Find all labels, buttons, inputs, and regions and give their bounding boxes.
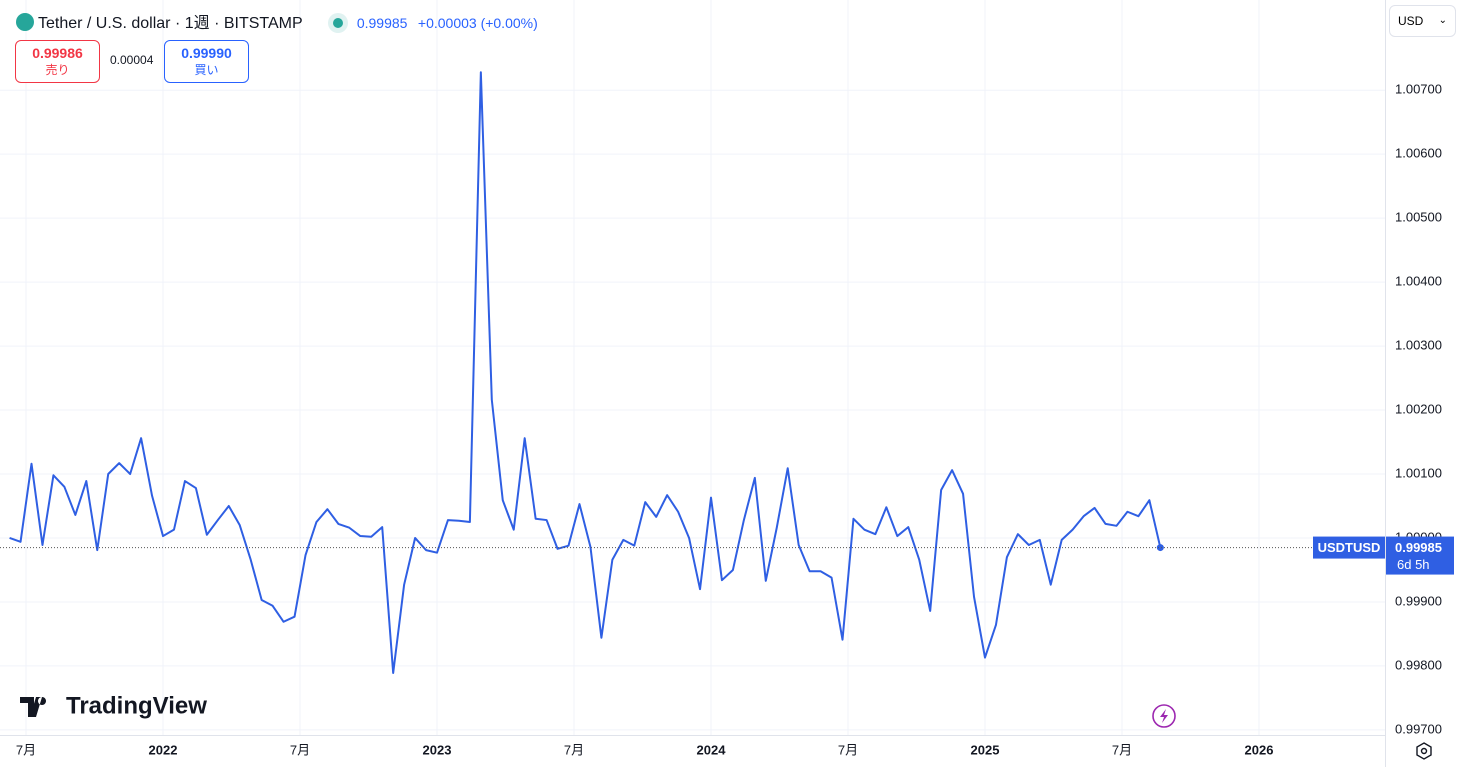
y-tick-label: 0.99700: [1395, 721, 1442, 736]
spread: 0.00004: [110, 53, 154, 67]
sell-label: 売り: [45, 63, 70, 77]
symbol-tag: [1313, 536, 1385, 559]
status-dot: [332, 18, 343, 28]
buy-price: 0.99990: [181, 45, 232, 61]
y-tick-label: 0.99900: [1395, 593, 1442, 608]
y-tick-label: 1.00300: [1395, 338, 1442, 353]
x-tick-label: 7月: [564, 742, 584, 757]
y-tick-label: 0.99800: [1395, 657, 1442, 672]
lightning-icon[interactable]: [1152, 704, 1176, 728]
x-tick-label: 2025: [971, 742, 1000, 757]
price-tag: [1386, 536, 1454, 575]
last-price: 0.99985: [356, 15, 408, 31]
sell-button[interactable]: 0.99986 売り: [15, 40, 100, 83]
y-tick-label: 1.00400: [1395, 274, 1442, 289]
y-tick-label: 1.00700: [1395, 82, 1442, 97]
currency-select[interactable]: USD ⌄: [1389, 5, 1456, 37]
countdown-text: 6d 5h: [1397, 557, 1430, 572]
symbol-title: Tether / U.S. dollar · 1週 · BITSTAMP: [38, 15, 303, 32]
grid: [0, 0, 1385, 735]
settings-icon[interactable]: [1416, 742, 1432, 760]
y-tick-label: 1.00600: [1395, 146, 1442, 161]
y-tick-label: 1.00500: [1395, 210, 1442, 225]
axes: 0.997000.998000.999001.000001.001001.002…: [16, 82, 1454, 757]
x-tick-label: 7月: [290, 742, 310, 757]
x-tick-label: 7月: [838, 742, 858, 757]
symbol-icon: [16, 13, 34, 31]
symbol-tag-text: USDTUSD: [1318, 540, 1381, 555]
sell-price: 0.99986: [32, 45, 83, 61]
logo-text: TradingView: [66, 692, 207, 719]
price-tag-text: 0.99985: [1395, 540, 1442, 555]
symbol-header: Tether / U.S. dollar · 1週 · BITSTAMP 0.9…: [16, 9, 538, 33]
last-point: [1156, 544, 1164, 552]
x-tick-label: 2022: [149, 742, 178, 757]
price-line: [9, 71, 1162, 674]
logo: TradingView: [20, 692, 207, 719]
x-tick-label: 7月: [1112, 742, 1132, 757]
x-tick-label: 2026: [1245, 742, 1274, 757]
buy-button[interactable]: 0.99990 買い: [164, 40, 249, 83]
y-tick-label: 1.00100: [1395, 465, 1442, 480]
plot: [0, 71, 1385, 674]
buy-label: 買い: [194, 63, 219, 77]
y-tick-label: 1.00200: [1395, 401, 1442, 416]
currency: USD: [1398, 14, 1424, 28]
x-tick-label: 7月: [16, 742, 36, 757]
price-change: +0.00003 (+0.00%): [417, 15, 538, 31]
logo-icon: [20, 697, 47, 717]
x-tick-label: 2024: [697, 742, 727, 757]
x-tick-label: 2023: [423, 742, 452, 757]
